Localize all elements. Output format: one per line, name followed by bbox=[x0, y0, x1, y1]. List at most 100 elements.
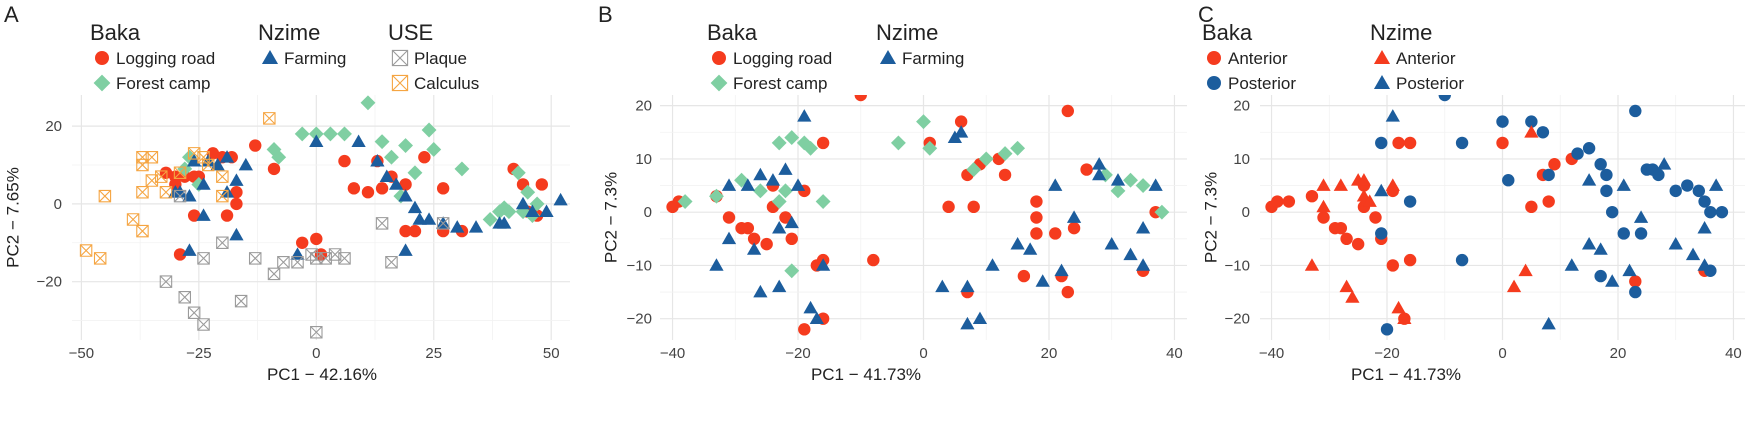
legend-group-title: Nzime bbox=[1370, 20, 1432, 45]
data-point-nzime-anterior bbox=[1524, 125, 1539, 138]
grid bbox=[1260, 95, 1745, 340]
y-tick-label: 0 bbox=[1242, 204, 1250, 221]
data-point-baka-posterior bbox=[1496, 115, 1509, 128]
legend-label: Calculus bbox=[414, 74, 479, 93]
data-point-forest-camp bbox=[482, 212, 498, 227]
data-point-calculus bbox=[216, 189, 229, 203]
data-point-farming bbox=[468, 220, 484, 233]
y-tick-label: 10 bbox=[1233, 151, 1250, 168]
data-point-farming bbox=[815, 258, 831, 271]
data-point-plaque bbox=[187, 306, 201, 320]
data-point-nzime-anterior bbox=[1339, 279, 1354, 293]
data-point-farming bbox=[553, 192, 568, 206]
data-point-farming bbox=[421, 212, 437, 225]
grid bbox=[660, 95, 1187, 340]
legend-key-anterior bbox=[1207, 51, 1221, 65]
data-point-plaque bbox=[173, 189, 187, 203]
data-point-farming bbox=[1123, 247, 1138, 261]
data-point-baka-posterior bbox=[1704, 205, 1717, 219]
data-point-forest-camp bbox=[322, 126, 338, 142]
data-point-logging-road bbox=[760, 237, 773, 251]
data-point-farming bbox=[797, 109, 812, 122]
data-point-baka-posterior bbox=[1380, 323, 1394, 336]
legend-label: Farming bbox=[902, 49, 964, 68]
data-point-logging-road bbox=[173, 248, 187, 261]
data-point-forest-camp bbox=[384, 149, 399, 165]
data-point-logging-road bbox=[535, 178, 549, 191]
panel-a: A −50 −25 0 25 50 −20 0 20 PC1 − 42.16% PC2 − 7.65… bbox=[3, 2, 570, 384]
data-point-logging-road bbox=[1030, 195, 1043, 208]
data-point-farming bbox=[229, 173, 244, 186]
data-point-baka-anterior bbox=[1340, 232, 1353, 246]
data-point-nzime-posterior bbox=[1385, 109, 1400, 122]
data-point-forest-camp bbox=[294, 126, 310, 142]
data-point-forest-camp bbox=[398, 138, 414, 153]
legend-key-farming bbox=[879, 49, 897, 65]
data-point-forest-camp bbox=[520, 184, 536, 200]
y-tick-label: 10 bbox=[635, 151, 652, 168]
legend-key-farming bbox=[261, 49, 279, 65]
series-farming bbox=[168, 134, 568, 260]
data-point-farming bbox=[1023, 242, 1038, 255]
data-point-plaque bbox=[291, 255, 304, 269]
data-point-nzime-anterior bbox=[1391, 300, 1406, 314]
data-point-baka-anterior bbox=[1271, 195, 1284, 208]
data-point-forest-camp bbox=[922, 140, 938, 156]
y-tick-label: −20 bbox=[1225, 311, 1250, 328]
data-point-baka-posterior bbox=[1698, 195, 1711, 208]
data-point-farming bbox=[351, 134, 366, 148]
x-tick-label: 40 bbox=[1166, 345, 1183, 362]
data-point-logging-road bbox=[296, 236, 309, 249]
data-point-farming bbox=[379, 169, 394, 183]
data-point-farming bbox=[1135, 221, 1151, 234]
legend-label: Forest camp bbox=[733, 74, 827, 93]
data-point-farming bbox=[196, 208, 211, 221]
data-point-forest-camp bbox=[454, 161, 470, 177]
data-point-plaque bbox=[385, 255, 398, 269]
data-point-nzime-posterior bbox=[1581, 173, 1597, 186]
data-point-forest-camp bbox=[1123, 172, 1138, 188]
panel-letter: C bbox=[1198, 2, 1214, 27]
legend: Baka Logging road Forest camp Nzime Farming bbox=[707, 20, 964, 93]
series-farming bbox=[709, 109, 1163, 330]
data-point-plaque bbox=[159, 275, 173, 288]
data-point-forest-camp bbox=[426, 142, 442, 157]
data-point-baka-posterior bbox=[1375, 227, 1388, 240]
data-point-logging-road bbox=[967, 200, 980, 214]
data-point-baka-posterior bbox=[1692, 184, 1706, 198]
data-point-farming bbox=[229, 227, 244, 241]
legend-key-calculus bbox=[391, 74, 409, 92]
data-point-farming bbox=[398, 188, 413, 202]
data-point-farming bbox=[954, 125, 969, 138]
data-point-farming bbox=[1054, 263, 1069, 277]
data-point-forest-camp bbox=[803, 140, 819, 156]
data-point-logging-road bbox=[1067, 221, 1081, 235]
y-tick-label: 20 bbox=[45, 118, 62, 135]
data-point-baka-posterior bbox=[1681, 179, 1694, 192]
data-point-logging-road bbox=[785, 232, 798, 246]
data-point-nzime-anterior bbox=[1397, 311, 1412, 325]
data-point-farming bbox=[412, 212, 427, 225]
data-point-nzime-posterior bbox=[1685, 247, 1701, 261]
data-point-nzime-posterior bbox=[1374, 183, 1389, 197]
data-point-calculus bbox=[79, 244, 93, 257]
data-point-logging-road bbox=[816, 136, 830, 150]
legend-group-title: Nzime bbox=[876, 20, 938, 45]
data-point-logging-road bbox=[169, 178, 182, 191]
data-point-logging-road bbox=[942, 200, 955, 214]
data-point-forest-camp bbox=[771, 194, 787, 209]
y-axis-title: PC2 − 7.65% bbox=[3, 167, 22, 268]
data-point-logging-road bbox=[408, 224, 422, 238]
data-point-baka-anterior bbox=[1328, 221, 1342, 235]
data-point-forest-camp bbox=[784, 263, 800, 279]
data-point-farming bbox=[721, 178, 737, 191]
data-point-nzime-posterior bbox=[1657, 157, 1672, 170]
y-axis-title: PC2 − 7.3% bbox=[1201, 172, 1220, 263]
data-point-forest-camp bbox=[709, 188, 724, 204]
data-point-logging-road bbox=[314, 248, 328, 261]
data-point-farming bbox=[1135, 258, 1151, 271]
data-point-baka-posterior bbox=[1634, 227, 1648, 240]
data-point-farming bbox=[1110, 173, 1126, 186]
x-tick-label: −25 bbox=[186, 345, 211, 362]
